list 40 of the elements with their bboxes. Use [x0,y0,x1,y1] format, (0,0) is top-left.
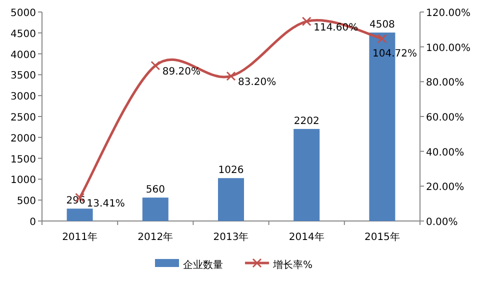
legend-label: 增长率% [272,259,313,271]
y2-tick-label: 60.00% [426,112,464,124]
y-tick-label: 5000 [10,8,36,19]
bar [142,198,168,221]
data-label: 13.41% [86,198,125,210]
point [377,34,387,44]
x-tick-label: 2013年 [213,231,249,243]
data-label: 4508 [369,20,395,31]
y-tick-label: 4000 [10,50,36,61]
point [226,71,236,81]
y-tick-label: 2500 [10,112,36,124]
point [302,16,312,26]
bar [218,178,244,221]
y-tick-label: 3500 [10,70,36,82]
x-tick-label: 2014年 [288,231,324,243]
data-label: 2202 [294,116,320,127]
y-tick-label: 3000 [10,92,36,103]
bar [294,128,320,221]
y2-tick-label: 0.00% [426,217,458,228]
data-label: 89.20% [162,66,201,78]
legend-label: 企业数量 [183,259,223,271]
y2-tick-label: 40.00% [426,147,464,158]
y2-tick-label: 100.00% [426,42,470,54]
y-tick-label: 0 [30,217,36,228]
y2-tick-label: 20.00% [426,182,464,194]
y-tick-label: 1000 [10,175,36,186]
data-label: 83.20% [238,77,276,88]
point [150,60,160,70]
y-tick-label: 500 [16,196,36,208]
bar [66,208,93,221]
y-tick-label: 2000 [10,133,36,144]
y-tick-label: 4500 [10,28,36,40]
y2-tick-label: 120.00% [426,8,470,19]
data-label: 1026 [218,165,244,176]
data-label: 560 [146,184,165,196]
x-tick-label: 2012年 [138,231,174,243]
x-tick-label: 2011年 [62,231,98,243]
y-tick-label: 1500 [10,154,36,166]
y2-tick-label: 80.00% [426,78,464,89]
x-tick-label: 2015年 [364,231,400,243]
